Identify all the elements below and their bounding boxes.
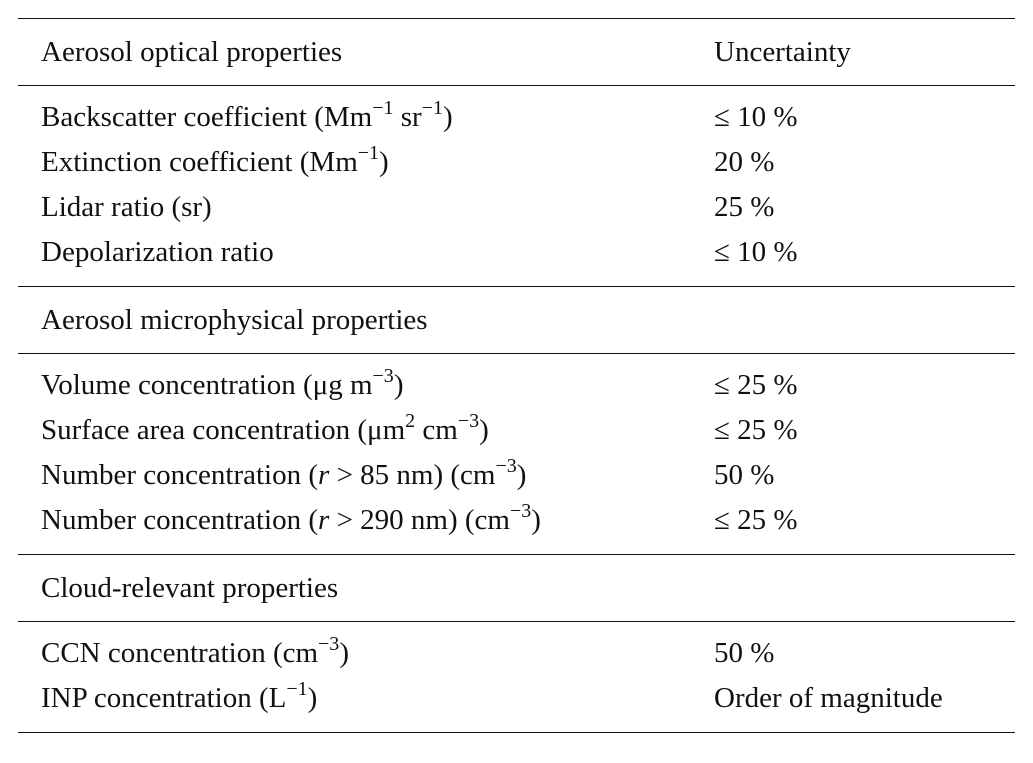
cloud-section-heading: Cloud-relevant properties	[18, 555, 1015, 621]
row-label-pre: Number concentration (	[41, 504, 319, 536]
microphysical-block: Volume concentration (μg m−3) ≤ 25 % Sur…	[18, 354, 1015, 554]
table-row: Depolarization ratio ≤ 10 %	[18, 230, 1015, 275]
table-row: Number concentration (r > 290 nm) (cm−3)…	[18, 498, 1015, 543]
table-row: Lidar ratio (sr) 25 %	[18, 185, 1015, 230]
row-value: ≤ 10 %	[714, 101, 798, 133]
table-row: Surface area concentration (μm2 cm−3) ≤ …	[18, 408, 1015, 453]
row-label-mid: sr	[393, 101, 422, 133]
row-sup: −1	[357, 142, 380, 164]
section-title: Cloud-relevant properties	[41, 572, 339, 604]
table-row: Volume concentration (μg m−3) ≤ 25 %	[18, 363, 1015, 408]
row-value: ≤ 25 %	[714, 369, 798, 401]
optical-block: Backscatter coefficient (Mm−1 sr−1) ≤ 10…	[18, 86, 1015, 286]
row-label: Surface area concentration (μm	[41, 414, 406, 446]
row-value: ≤ 10 %	[714, 236, 798, 268]
section-rule	[18, 286, 1015, 287]
row-value: ≤ 25 %	[714, 504, 798, 536]
row-sup: −3	[495, 455, 517, 477]
row-sup: −3	[318, 633, 340, 655]
row-label-tail: )	[516, 459, 527, 491]
row-label: Extinction coefficient (Mm	[41, 146, 358, 178]
row-label: > 85 nm) (cm	[329, 459, 496, 491]
microphysical-section-heading: Aerosol microphysical properties	[18, 287, 1015, 353]
row-sup: −3	[372, 365, 394, 387]
row-label: Depolarization ratio	[41, 236, 274, 268]
row-label-tail: )	[479, 414, 489, 446]
row-value: 25 %	[714, 191, 775, 223]
top-rule	[18, 18, 1015, 19]
header-col2: Uncertainty	[714, 36, 851, 68]
row-label: INP concentration (L	[41, 682, 287, 714]
row-sup: −3	[509, 500, 532, 522]
uncertainty-table: Aerosol optical properties Uncertainty B…	[18, 18, 1015, 733]
row-sup: −1	[372, 97, 394, 119]
cloud-block: CCN concentration (cm−3) 50 % INP concen…	[18, 622, 1015, 732]
row-value: 20 %	[714, 146, 775, 178]
table-row: INP concentration (L−1) Order of magnitu…	[18, 676, 1015, 721]
row-sup: −1	[286, 678, 308, 700]
header-rule	[18, 85, 1015, 86]
row-label-mid: cm	[415, 414, 458, 446]
section-rule	[18, 621, 1015, 622]
table-row: Extinction coefficient (Mm−1) 20 %	[18, 140, 1015, 185]
row-value: 50 %	[714, 459, 775, 491]
table-row: Number concentration (r > 85 nm) (cm−3) …	[18, 453, 1015, 498]
section-rule	[18, 353, 1015, 354]
row-label: Backscatter coefficient (Mm	[41, 101, 373, 133]
table-row: CCN concentration (cm−3) 50 %	[18, 631, 1015, 676]
row-label: Lidar ratio (sr)	[41, 191, 212, 223]
row-value: Order of magnitude	[714, 682, 943, 714]
section-rule	[18, 554, 1015, 555]
table-row: Backscatter coefficient (Mm−1 sr−1) ≤ 10…	[18, 95, 1015, 140]
row-label-tail: )	[339, 637, 349, 669]
row-value: 50 %	[714, 637, 775, 669]
header-col1: Aerosol optical properties	[41, 36, 343, 68]
row-label-tail: )	[307, 682, 318, 714]
row-value: ≤ 25 %	[714, 414, 798, 446]
row-label: CCN concentration (cm	[41, 637, 319, 669]
row-label-tail: )	[379, 146, 389, 178]
row-sup: −3	[457, 410, 480, 432]
row-label-tail: )	[442, 101, 453, 133]
row-label-italic: r	[318, 459, 330, 491]
row-label: Volume concentration (μg m	[41, 369, 373, 401]
row-label: > 290 nm) (cm	[329, 504, 510, 536]
bottom-rule	[18, 732, 1015, 733]
row-label-tail: )	[531, 504, 541, 536]
row-sup: 2	[405, 410, 416, 432]
row-label-pre: Number concentration (	[41, 459, 319, 491]
row-label-italic: r	[318, 504, 330, 536]
section-title: Aerosol microphysical properties	[41, 304, 428, 336]
row-sup: −1	[421, 97, 443, 119]
header-row: Aerosol optical properties Uncertainty	[18, 19, 1015, 85]
row-label-tail: )	[393, 369, 404, 401]
